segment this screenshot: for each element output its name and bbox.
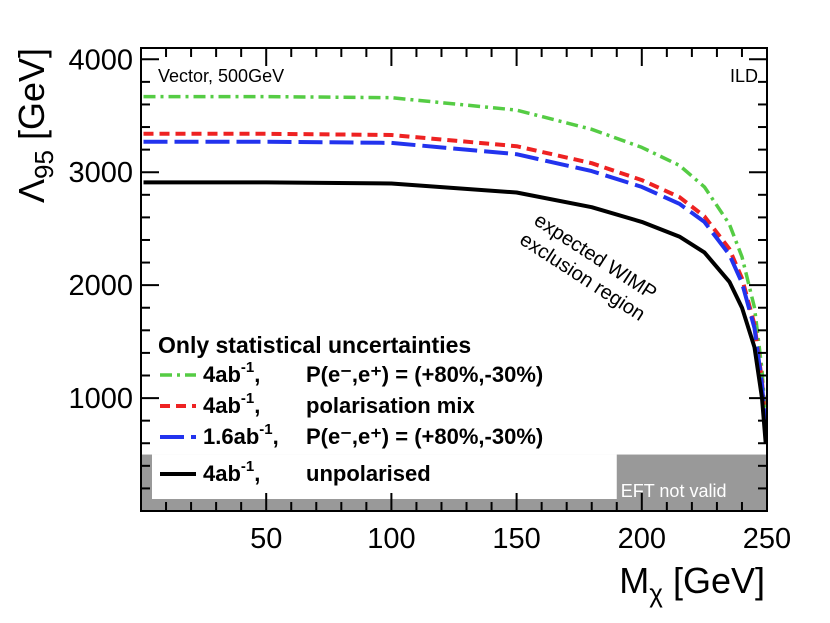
x-tick-labels: 50 100 150 200 250: [250, 523, 791, 555]
legend-header: Only statistical uncertainties: [158, 332, 471, 358]
legend: Only statistical uncertainties 4ab-1, P(e…: [158, 332, 543, 486]
series-line: [143, 180, 767, 444]
y-axis-title: Λ95 [GeV]: [11, 48, 59, 203]
x-tick-label: 50: [250, 523, 282, 555]
curves: [143, 94, 767, 444]
legend-lumi: 4ab-1,: [203, 390, 260, 418]
legend-desc: P(e⁻,e⁺) = (+80%,-30%): [306, 424, 543, 449]
y-tick-label: 2000: [68, 270, 133, 302]
legend-desc: P(e⁻,e⁺) = (+80%,-30%): [306, 362, 543, 387]
x-tick-label: 150: [492, 523, 540, 555]
x-tick-label: 100: [367, 523, 415, 555]
legend-desc: polarisation mix: [306, 393, 475, 418]
process-label: Vector, 500GeV: [158, 66, 284, 86]
y-tick-labels: 1000 2000 3000 4000: [68, 44, 133, 415]
eft-band-legend-gap: [152, 454, 617, 499]
y-tick-label: 4000: [68, 44, 133, 76]
eft-not-valid-label: EFT not valid: [621, 481, 727, 501]
x-tick-label: 250: [743, 523, 791, 555]
x-axis-title: Mχ [GeV]: [619, 560, 765, 608]
axis-ticks: [141, 48, 767, 511]
plot-area: [141, 48, 767, 511]
series-line: [143, 139, 767, 433]
y-tick-label: 3000: [68, 157, 133, 189]
legend-desc: unpolarised: [306, 461, 431, 486]
x-tick-label: 200: [618, 523, 666, 555]
y-tick-label: 1000: [68, 383, 133, 415]
legend-lumi: 4ab-1,: [203, 458, 260, 486]
plot-frame: [140, 47, 768, 512]
legend-lumi: 4ab-1,: [203, 359, 260, 387]
series-line: [143, 94, 767, 421]
experiment-label: ILD: [730, 66, 758, 86]
legend-lumi: 1.6ab-1,: [203, 421, 279, 449]
